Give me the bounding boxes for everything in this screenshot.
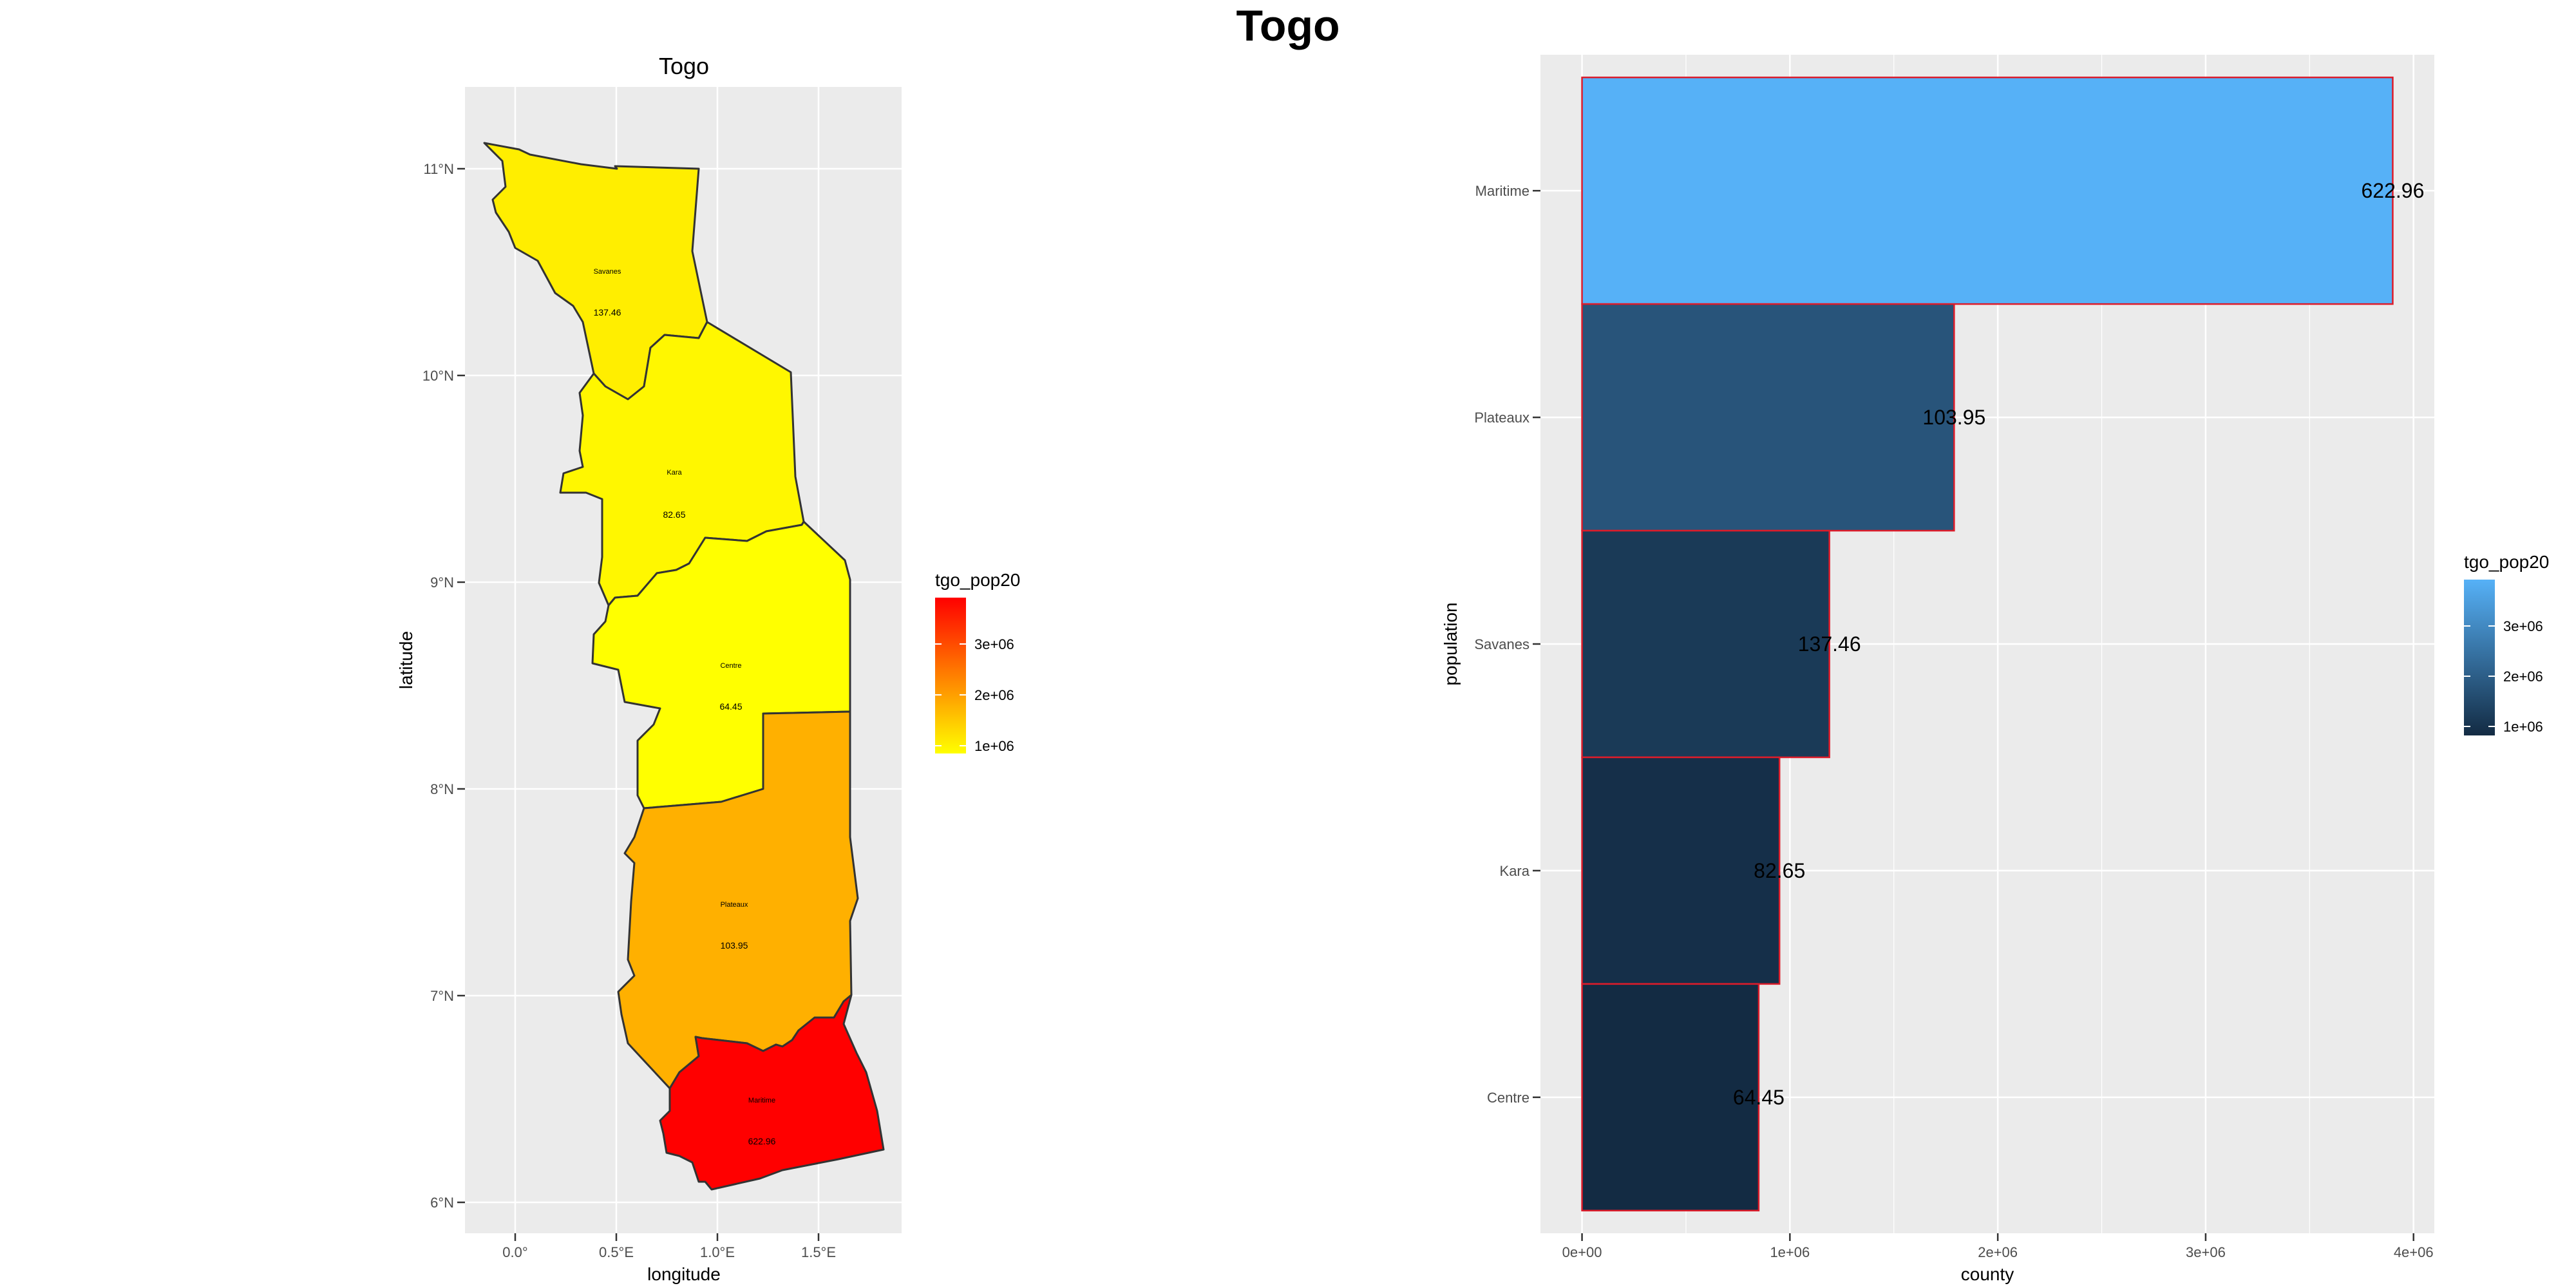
region-maritime-name: Maritime: [748, 1097, 775, 1104]
map-y-tick-1: 10°N: [422, 368, 454, 384]
bar-savanes: [1581, 529, 1830, 759]
region-savanes-value: 137.46: [594, 307, 621, 317]
bar-value-label: 622.96: [2362, 179, 2425, 202]
region-kara-name: Kara: [667, 469, 682, 477]
map-y-tick-4: 7°N: [430, 988, 454, 1004]
map-legend-label-1: 2e+06: [974, 687, 1014, 703]
map-legend-label-0: 3e+06: [974, 636, 1014, 652]
bar-legend-label-1: 2e+06: [2503, 668, 2543, 685]
map-legend-title: tgo_pop20: [935, 570, 1020, 590]
map-ticks: [457, 167, 820, 1241]
bar-maritime: [1581, 76, 2394, 305]
map-subtitle: Togo: [659, 53, 709, 79]
bar-x-tick-label: 4e+06: [2394, 1244, 2434, 1260]
map-y-axis-label: latitude: [396, 631, 416, 689]
bar-legend-ticks: [2464, 625, 2495, 727]
region-centre-name: Centre: [720, 662, 741, 670]
figure-title: Togo: [1236, 1, 1340, 50]
map-legend-colorbar: [935, 598, 966, 753]
bar-legend-label-0: 3e+06: [2503, 618, 2543, 634]
bar-x-tick-label: 2e+06: [1978, 1244, 2018, 1260]
bar-y-tick-label: Kara: [1500, 863, 1530, 879]
bar-x-tick-label: 1e+06: [1770, 1244, 1810, 1260]
bar-value-label: 82.65: [1754, 859, 1805, 882]
bar-y-tick-label: Centre: [1487, 1090, 1530, 1106]
bar-value-label: 137.46: [1798, 632, 1861, 656]
bar-y-tick-label: Savanes: [1474, 636, 1530, 652]
region-centre-value: 64.45: [719, 701, 742, 712]
map-x-tick-0: 0.0°: [502, 1244, 527, 1260]
region-plateaux-name: Plateaux: [721, 901, 748, 909]
region-maritime-shape: [659, 994, 885, 1191]
map-x-axis-label: longitude: [647, 1264, 721, 1284]
map-legend-label-2: 1e+06: [974, 738, 1014, 754]
map-x-tick-3: 1.5°E: [801, 1244, 836, 1260]
bar-legend-title: tgo_pop20: [2464, 552, 2549, 572]
bar-plateaux: [1581, 303, 1955, 532]
map-y-tick-3: 8°N: [430, 781, 454, 797]
map-x-tick-2: 1.0°E: [700, 1244, 735, 1260]
bar-kara: [1581, 756, 1781, 985]
bar-value-label: 64.45: [1733, 1086, 1785, 1109]
map-x-tick-1: 0.5°E: [599, 1244, 634, 1260]
bar-x-axis-label: county: [1961, 1264, 2014, 1284]
bar-centre: [1581, 983, 1760, 1212]
bar-value-label: 103.95: [1922, 406, 1985, 429]
map-y-tick-2: 9°N: [430, 574, 454, 591]
bar-y-axis-label: population: [1441, 602, 1461, 685]
region-maritime-value: 622.96: [748, 1136, 776, 1146]
bar-legend-label-2: 1e+06: [2503, 719, 2543, 735]
map-y-tick-0: 11°N: [423, 161, 454, 177]
region-savanes-name: Savanes: [594, 268, 621, 276]
bar-legend-colorbar: [2464, 580, 2495, 735]
map-y-tick-5: 6°N: [430, 1195, 454, 1211]
bar-y-tick-label: Maritime: [1475, 183, 1530, 199]
bar-x-tick-label: 0e+00: [1562, 1244, 1602, 1260]
bar-y-tick-label: Plateaux: [1474, 410, 1530, 426]
region-kara-value: 82.65: [663, 509, 685, 520]
bar-x-tick-label: 3e+06: [2186, 1244, 2226, 1260]
region-plateaux-value: 103.95: [721, 940, 748, 951]
map-legend-ticks: [935, 643, 966, 746]
